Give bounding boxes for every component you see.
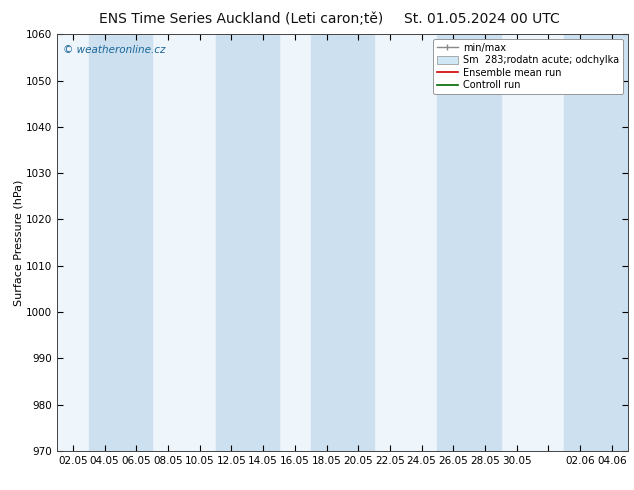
Bar xyxy=(216,34,279,451)
Bar xyxy=(564,34,628,451)
Text: ENS Time Series Auckland (Leti caron;tě): ENS Time Series Auckland (Leti caron;tě) xyxy=(99,12,383,26)
Bar xyxy=(437,34,501,451)
Legend: min/max, Sm  283;rodatn acute; odchylka, Ensemble mean run, Controll run: min/max, Sm 283;rodatn acute; odchylka, … xyxy=(432,39,623,94)
Bar xyxy=(89,34,152,451)
Text: © weatheronline.cz: © weatheronline.cz xyxy=(63,45,165,55)
Bar xyxy=(311,34,374,451)
Text: St. 01.05.2024 00 UTC: St. 01.05.2024 00 UTC xyxy=(404,12,560,26)
Y-axis label: Surface Pressure (hPa): Surface Pressure (hPa) xyxy=(13,179,23,306)
